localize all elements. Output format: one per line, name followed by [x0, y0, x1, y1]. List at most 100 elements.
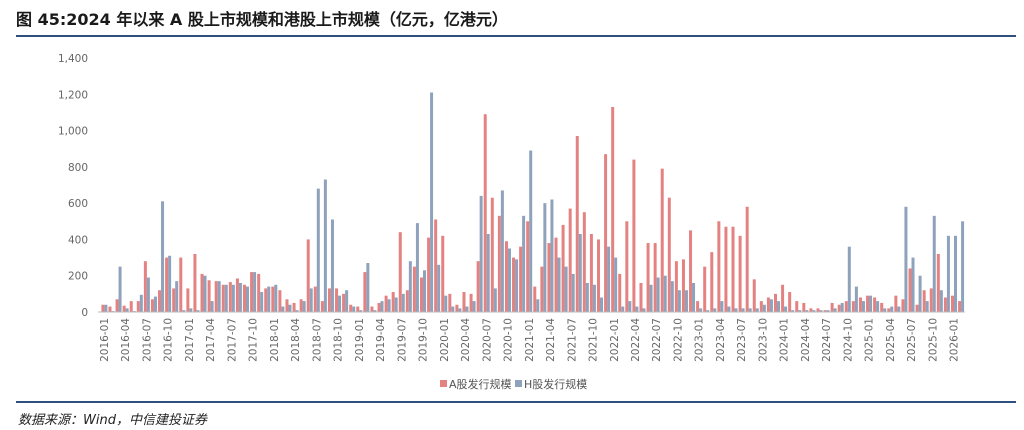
a-share-bar [179, 257, 183, 312]
a-share-bar [143, 261, 147, 312]
h-share-bar [373, 310, 377, 312]
x-tick-label: 2020-04 [460, 318, 472, 362]
x-tick-label: 2018-01 [269, 318, 281, 362]
a-share-bar [441, 235, 445, 312]
h-share-bar [500, 190, 504, 312]
a-share-bar [476, 261, 480, 312]
a-share-bar [611, 106, 615, 312]
h-share-bar [380, 301, 384, 312]
a-share-bar [844, 301, 848, 312]
a-share-bar [250, 272, 254, 312]
y-tick-label: 1,400 [58, 53, 88, 65]
a-share-bar [887, 308, 891, 312]
h-share-bar [932, 215, 936, 312]
a-share-bar [866, 295, 870, 312]
x-tick-label: 2025-10 [927, 318, 939, 362]
a-share-bar [455, 304, 459, 312]
h-share-bar [408, 261, 412, 312]
a-share-bar [646, 243, 650, 312]
h-share-bar [649, 284, 653, 312]
h-share-bar [677, 290, 681, 312]
a-share-bar [193, 253, 197, 312]
a-share-bar [873, 297, 877, 312]
h-share-bar [423, 270, 426, 312]
h-share-bar [946, 235, 950, 312]
a-share-bar [568, 208, 572, 312]
a-share-bar [285, 299, 289, 312]
a-share-bar [823, 310, 827, 312]
x-tick-label: 2016-04 [120, 318, 132, 362]
a-share-bar [129, 301, 133, 312]
h-share-bar [316, 188, 320, 312]
y-tick-label: 600 [68, 198, 88, 210]
h-share-bar [861, 301, 865, 312]
x-tick-label: 2024-10 [842, 318, 854, 362]
x-tick-label: 2021-07 [566, 318, 578, 362]
a-share-bar [214, 281, 218, 312]
h-share-bar [529, 150, 533, 312]
h-share-bar [642, 308, 646, 312]
a-share-bar [158, 290, 162, 312]
h-share-bar [515, 259, 519, 312]
a-share-bar [108, 306, 112, 312]
x-tick-label: 2023-10 [757, 318, 769, 362]
h-share-bar [507, 248, 511, 312]
a-share-bar [788, 292, 792, 312]
h-share-bar [415, 223, 419, 312]
h-share-bar [253, 272, 257, 312]
x-tick-label: 2018-07 [311, 318, 323, 362]
h-share-bar [706, 310, 710, 312]
h-share-bar [217, 281, 221, 312]
a-share-bar [469, 293, 473, 312]
h-share-bar [153, 296, 157, 312]
a-share-bar [377, 302, 381, 312]
a-share-bar [752, 279, 756, 312]
legend-label-h: H股发行规模 [524, 377, 587, 391]
x-tick-label: 2025-07 [906, 318, 918, 362]
a-share-bar [342, 293, 346, 312]
x-tick-label: 2024-01 [779, 318, 791, 362]
a-share-bar [349, 304, 353, 312]
a-share-bar [370, 306, 374, 312]
a-share-bar [512, 257, 516, 312]
x-tick-label: 2018-04 [290, 318, 302, 362]
h-share-bar [104, 304, 108, 312]
h-share-bar [762, 304, 766, 312]
x-tick-label: 2025-01 [864, 318, 876, 362]
a-share-bar [710, 252, 714, 312]
title-divider [16, 35, 1016, 37]
a-share-bar [816, 308, 820, 312]
a-share-bar [264, 288, 268, 312]
h-share-bar [585, 282, 589, 312]
x-tick-label: 2022-10 [672, 318, 684, 362]
h-share-bar [295, 310, 299, 312]
legend-swatch-h [515, 380, 522, 387]
h-share-bar [288, 304, 292, 312]
h-share-bar [366, 263, 370, 312]
h-share-bar [621, 306, 625, 312]
a-share-bar [774, 293, 777, 312]
h-share-bar [522, 215, 526, 312]
h-share-bar [323, 179, 327, 312]
h-share-bar [925, 301, 929, 312]
h-share-bar [692, 282, 696, 312]
x-tick-label: 2016-01 [99, 318, 111, 362]
h-share-bar [451, 306, 455, 312]
a-share-bar [412, 266, 416, 312]
a-share-bar [335, 288, 339, 312]
h-share-bar [444, 295, 448, 312]
a-share-bar [420, 277, 423, 312]
h-share-bar [182, 310, 186, 312]
h-share-bar [670, 281, 674, 312]
x-tick-label: 2020-10 [503, 318, 515, 362]
h-share-bar [175, 281, 179, 312]
a-share-bar [632, 159, 636, 312]
a-share-bar [243, 284, 246, 312]
a-share-bar [547, 243, 551, 312]
x-tick-label: 2019-10 [418, 318, 430, 362]
a-share-bar [519, 246, 523, 312]
h-share-bar [246, 286, 249, 312]
h-share-bar [274, 284, 278, 312]
a-share-bar [936, 253, 940, 312]
h-share-bar [734, 308, 738, 312]
